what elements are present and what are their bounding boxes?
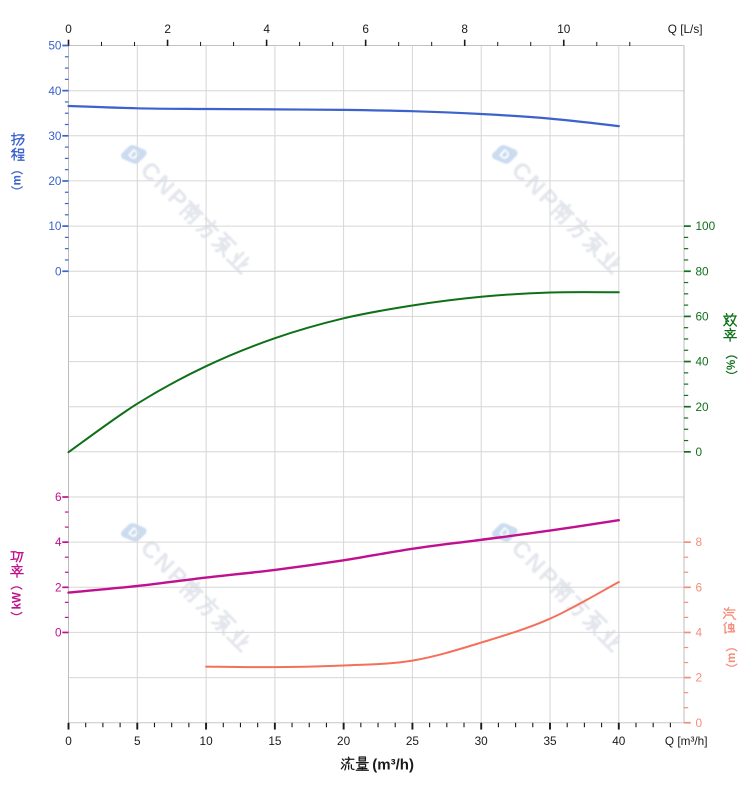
svg-text:20: 20 — [696, 400, 710, 414]
svg-text:10: 10 — [557, 22, 571, 36]
svg-text:15: 15 — [268, 734, 282, 748]
svg-text:4: 4 — [263, 22, 270, 36]
svg-text:80: 80 — [696, 264, 710, 278]
svg-text:m: m — [12, 175, 24, 185]
svg-text:2: 2 — [696, 671, 703, 685]
svg-text:40: 40 — [696, 355, 710, 369]
svg-text:50: 50 — [48, 39, 62, 53]
svg-text:6: 6 — [55, 490, 62, 504]
svg-text:40: 40 — [48, 84, 62, 98]
svg-text:25: 25 — [406, 734, 420, 748]
svg-text:10: 10 — [200, 734, 214, 748]
svg-text:%: % — [726, 360, 738, 370]
svg-text:4: 4 — [55, 535, 62, 549]
svg-text:4: 4 — [696, 626, 703, 640]
svg-text:Q [m³/h]: Q [m³/h] — [665, 734, 708, 748]
svg-text:6: 6 — [696, 580, 703, 594]
svg-text:60: 60 — [696, 310, 710, 324]
svg-text:100: 100 — [696, 219, 716, 233]
svg-text:8: 8 — [461, 22, 468, 36]
svg-text:2: 2 — [55, 580, 62, 594]
svg-text:m: m — [726, 653, 738, 663]
svg-text:0: 0 — [55, 626, 62, 640]
svg-text:0: 0 — [65, 734, 72, 748]
svg-text:2: 2 — [164, 22, 171, 36]
svg-text:(m³/h): (m³/h) — [372, 756, 414, 773]
svg-text:kW: kW — [11, 592, 23, 609]
svg-text:Q [L/s]: Q [L/s] — [668, 22, 703, 36]
svg-text:35: 35 — [543, 734, 557, 748]
svg-text:30: 30 — [48, 129, 62, 143]
svg-text:40: 40 — [612, 734, 626, 748]
svg-text:0: 0 — [696, 445, 703, 459]
svg-text:6: 6 — [362, 22, 369, 36]
svg-text:30: 30 — [475, 734, 489, 748]
svg-text:10: 10 — [48, 219, 62, 233]
svg-text:8: 8 — [696, 535, 703, 549]
svg-text:0: 0 — [55, 264, 62, 278]
svg-text:0: 0 — [65, 22, 72, 36]
svg-text:5: 5 — [134, 734, 141, 748]
svg-text:0: 0 — [696, 716, 703, 730]
svg-text:20: 20 — [48, 174, 62, 188]
svg-text:20: 20 — [337, 734, 351, 748]
